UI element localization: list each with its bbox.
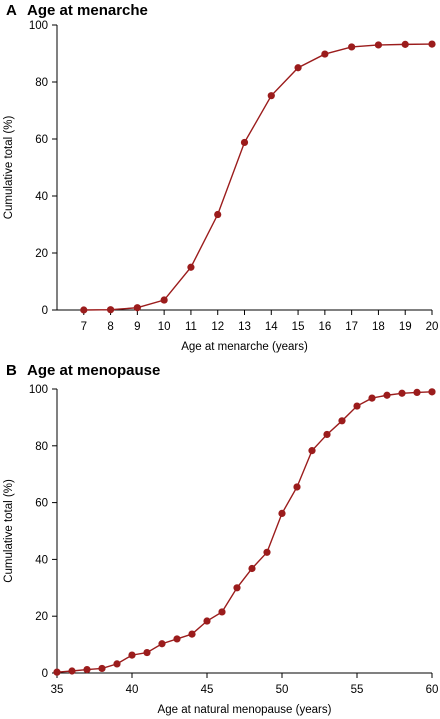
x-tick-label: 12 <box>211 321 224 333</box>
x-tick-label: 10 <box>158 321 171 333</box>
data-point <box>128 651 136 659</box>
data-point <box>233 584 241 592</box>
y-tick-label: 80 <box>35 77 48 89</box>
y-tick-label: 60 <box>35 134 48 146</box>
data-point <box>158 640 166 648</box>
x-tick-label: 14 <box>265 321 278 333</box>
y-tick-label: 40 <box>35 191 48 203</box>
x-tick-label: 15 <box>292 321 305 333</box>
data-point <box>187 263 195 271</box>
y-tick-label: 20 <box>35 248 48 260</box>
y-tick-label: 0 <box>42 668 48 680</box>
data-point <box>143 648 151 657</box>
data-point <box>267 92 275 100</box>
x-tick-label: 9 <box>134 321 140 333</box>
x-tick-label: 13 <box>238 321 251 333</box>
x-tick-label: 50 <box>276 684 289 696</box>
data-point <box>293 483 301 491</box>
x-tick-label: 7 <box>81 321 87 333</box>
data-point <box>323 430 331 439</box>
data-point <box>214 210 222 219</box>
x-tick-label: 18 <box>372 321 385 333</box>
data-point <box>188 630 196 638</box>
data-point <box>383 391 391 399</box>
data-point <box>338 417 346 425</box>
y-tick-label: 60 <box>35 498 48 510</box>
y-tick-label: 40 <box>35 554 48 566</box>
y-tick-label: 0 <box>42 305 48 317</box>
x-tick-label: 45 <box>201 684 214 696</box>
data-point <box>308 447 316 455</box>
data-point <box>248 564 256 573</box>
data-point <box>278 509 286 517</box>
x-tick-label: 55 <box>351 684 364 696</box>
data-point <box>68 667 76 675</box>
x-tick-label: 19 <box>399 321 412 333</box>
data-point <box>398 389 406 397</box>
data-point <box>173 635 181 643</box>
data-point <box>374 41 383 49</box>
x-tick-label: 40 <box>126 684 139 696</box>
data-point <box>401 40 409 48</box>
y-axis-label: Cumulative total (%) <box>3 479 15 583</box>
data-point <box>106 306 115 314</box>
data-point <box>113 660 121 668</box>
x-tick-label: 35 <box>51 684 64 696</box>
data-point <box>53 668 61 676</box>
series-line <box>83 43 433 311</box>
data-point <box>368 394 376 402</box>
data-point <box>321 50 329 58</box>
x-tick-label: 8 <box>107 321 113 333</box>
x-tick-label: 16 <box>318 321 331 333</box>
x-tick-label: 60 <box>426 684 439 696</box>
x-tick-label: 11 <box>185 321 197 333</box>
y-axis-label: Cumulative total (%) <box>3 116 15 220</box>
data-point <box>218 608 226 616</box>
chart-title: Age at menarche <box>27 2 148 19</box>
x-axis-label: Age at menarche (years) <box>181 341 308 353</box>
data-point <box>83 665 91 674</box>
x-tick-label: 17 <box>345 321 358 333</box>
data-point <box>428 388 436 396</box>
y-tick-label: 100 <box>29 384 48 396</box>
panel-letter: A <box>6 2 17 19</box>
series-line <box>56 391 433 673</box>
data-point <box>80 306 88 314</box>
data-point <box>413 388 421 397</box>
data-point <box>294 64 302 72</box>
x-tick-label: 20 <box>426 321 439 333</box>
data-point <box>240 138 249 147</box>
data-point <box>353 402 361 410</box>
chart-title: Age at menopause <box>27 362 160 379</box>
panel-letter: B <box>6 362 17 379</box>
y-tick-label: 80 <box>35 441 48 453</box>
data-point <box>133 304 141 312</box>
data-point <box>263 548 271 556</box>
x-axis-label: Age at natural menopause (years) <box>158 704 332 716</box>
data-point <box>428 40 436 48</box>
panel-b: B Age at menopause 0 20 40 60 80 100 35 40 45 50 55 6… <box>3 362 438 716</box>
data-point <box>98 664 106 673</box>
y-tick-label: 20 <box>35 611 48 623</box>
data-point <box>348 43 356 51</box>
data-point <box>160 296 168 304</box>
y-tick-label: 100 <box>29 20 48 32</box>
data-point <box>203 617 211 625</box>
panel-a: A Age at menarche 0 20 40 60 80 100 7 8 9 10 11 12 13 1… <box>3 2 438 353</box>
